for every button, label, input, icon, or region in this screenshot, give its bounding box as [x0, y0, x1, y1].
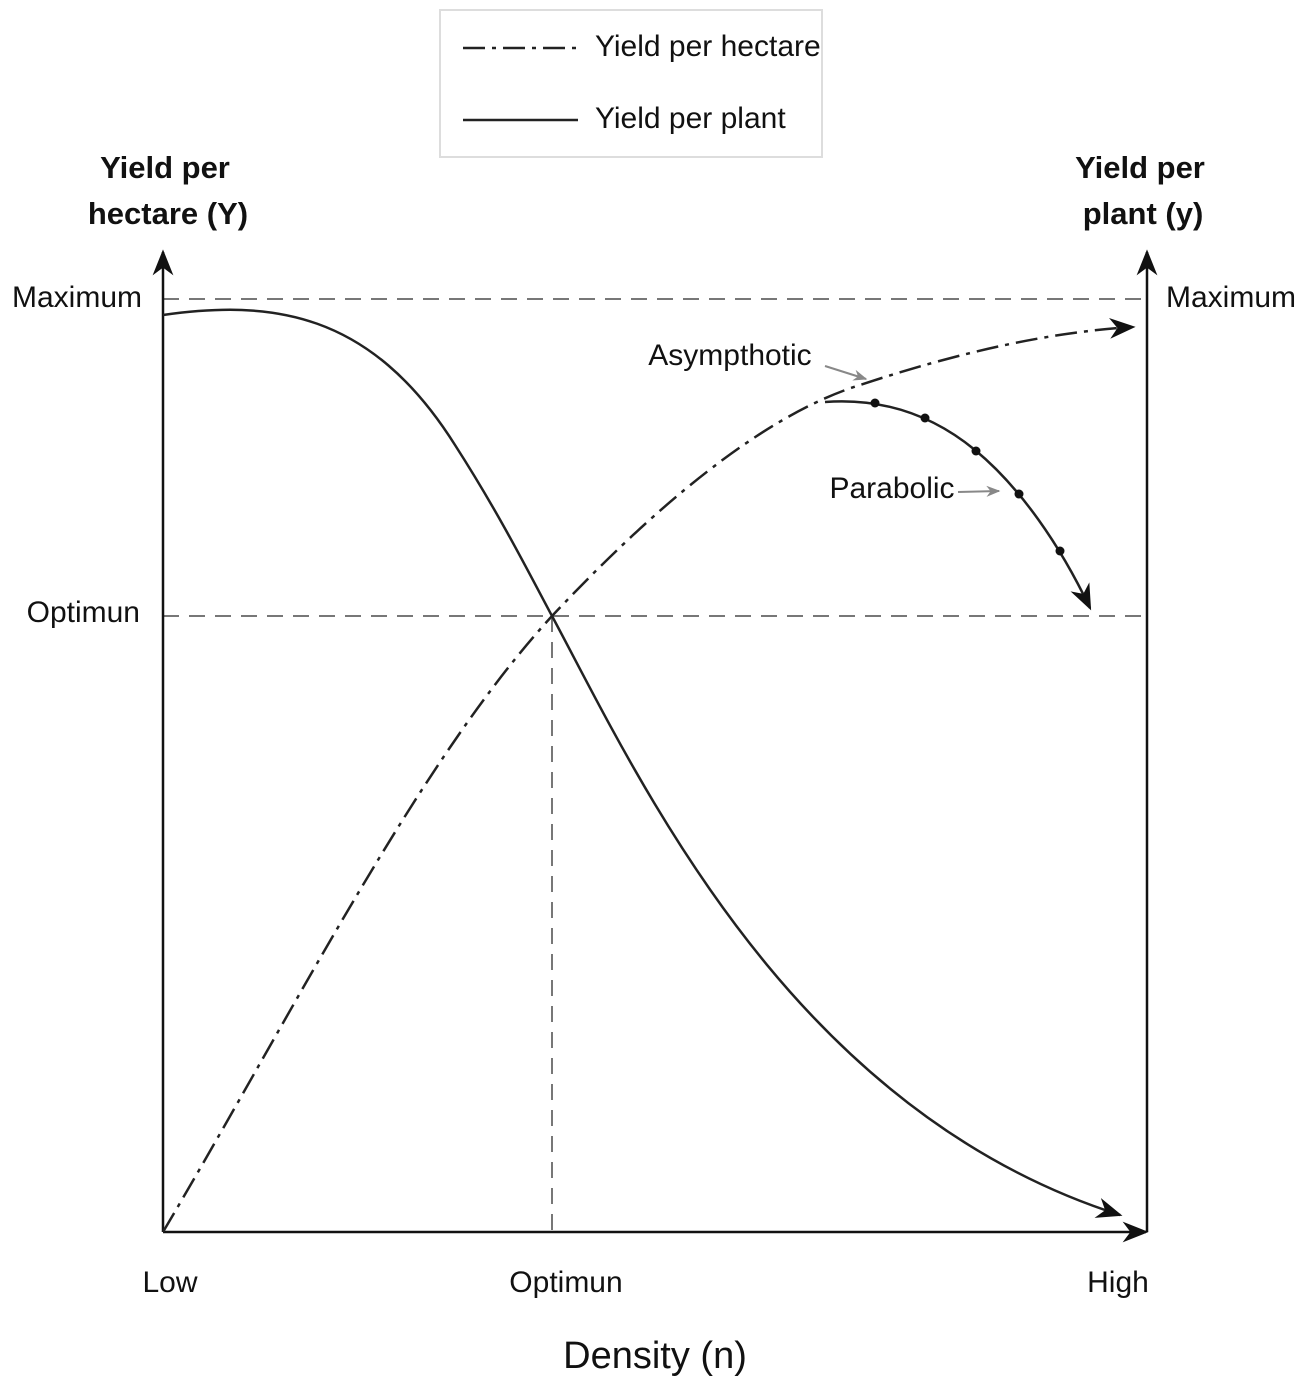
x-tick-label: High	[1087, 1266, 1149, 1299]
annotation: Parabolic	[829, 472, 954, 505]
y-tick-label: Optimun	[27, 596, 140, 629]
axis-title: Yield per	[100, 150, 230, 185]
x-tick-label: Optimun	[509, 1266, 622, 1299]
y-tick-label: Maximum	[1166, 281, 1296, 314]
axis-title: hectare (Y)	[88, 196, 248, 231]
x-axis-title: Density (n)	[563, 1335, 747, 1377]
annotation-pointer	[824, 365, 868, 381]
annotation-pointer	[957, 485, 1001, 497]
legend-label: Yield per plant	[595, 102, 786, 135]
axis-title: plant (y)	[1083, 196, 1204, 231]
yield-per-plant-curve	[162, 308, 1123, 1218]
y-tick-label: Maximum	[12, 281, 142, 314]
legend-label: Yield per hectare	[595, 30, 821, 63]
yield-per-hectare-curve	[161, 318, 1136, 1233]
parabolic-points	[870, 398, 1065, 556]
legend-box	[439, 9, 823, 158]
x-tick-label: Low	[142, 1266, 197, 1299]
axis-title: Yield per	[1075, 150, 1205, 185]
annotation: Asympthotic	[648, 339, 811, 372]
